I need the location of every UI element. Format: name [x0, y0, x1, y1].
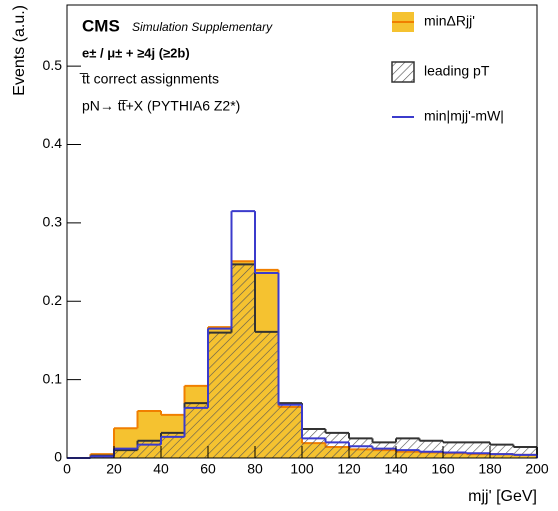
y-tick-label: 0: [54, 449, 62, 465]
y-tick-label: 0.1: [43, 370, 63, 386]
bar: [372, 442, 396, 458]
bar: [466, 442, 490, 458]
legend-swatch: [391, 61, 415, 83]
annotation: pN→ tt̅+X (PYTHIA6 Z2*): [82, 98, 240, 114]
bar: [325, 432, 349, 458]
plot: [67, 210, 538, 459]
bar: [490, 444, 514, 458]
x-tick-label: 40: [153, 461, 169, 477]
y-tick-label: 0.2: [43, 292, 63, 308]
bar: [255, 331, 279, 458]
x-tick-label: 140: [384, 461, 408, 477]
bar: [184, 403, 208, 458]
bar: [208, 332, 232, 458]
x-tick-label: 60: [200, 461, 216, 477]
bar: [443, 442, 467, 458]
annotation: e± / μ± + ≥4j (≥2b): [82, 45, 190, 60]
bar: [231, 264, 255, 458]
bar: [513, 447, 537, 458]
x-tick-label: 120: [337, 461, 361, 477]
x-tick-label: 20: [106, 461, 122, 477]
legend-label: leading pT: [424, 63, 490, 79]
x-tick-label: 180: [478, 461, 502, 477]
bar: [396, 438, 420, 458]
bar: [137, 440, 161, 458]
x-axis-label: mjj' [GeV]: [468, 488, 537, 505]
y-axis-label: Events (a.u.): [11, 5, 28, 96]
x-tick-label: 0: [63, 461, 71, 477]
y-tick-label: 0.4: [43, 135, 63, 151]
x-tick-label: 200: [525, 461, 549, 477]
chart-subtitle: Simulation Supplementary: [132, 20, 273, 34]
y-tick-label: 0.5: [43, 57, 63, 73]
bar: [419, 440, 443, 458]
chart-title: CMS: [82, 16, 120, 35]
legend-label: minΔRjj': [424, 13, 475, 29]
bar: [161, 432, 185, 458]
y-tick-label: 0.3: [43, 214, 63, 230]
x-tick-label: 160: [431, 461, 455, 477]
bar: [349, 438, 373, 458]
legend-label: min|mjj'-mW|: [424, 108, 504, 124]
bar: [278, 403, 302, 458]
bar: [302, 429, 326, 458]
bar: [114, 450, 138, 458]
annotation: t̅t correct assignments: [79, 71, 219, 87]
x-tick-label: 100: [290, 461, 314, 477]
x-tick-label: 80: [247, 461, 263, 477]
